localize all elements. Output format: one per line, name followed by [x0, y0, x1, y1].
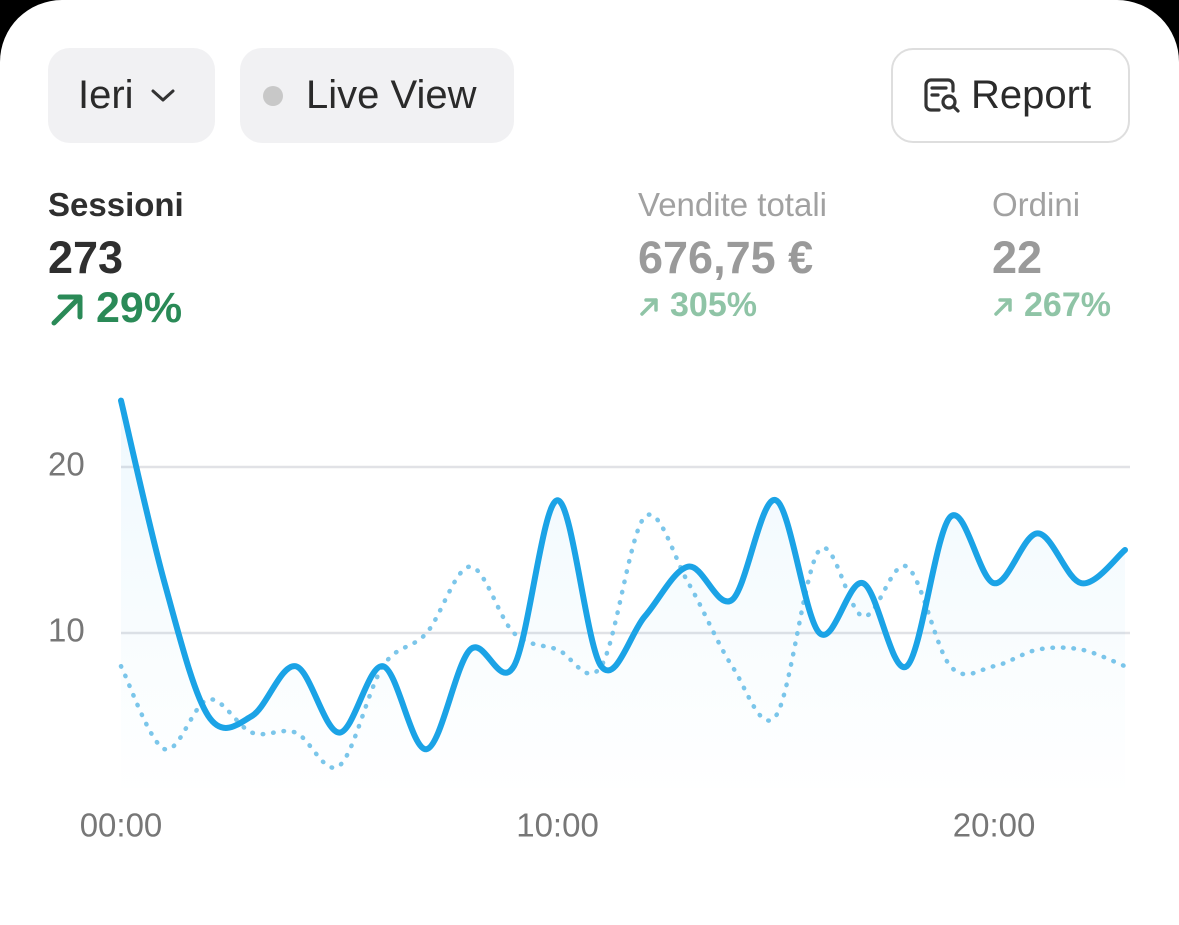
metric-value: 22 [992, 232, 1043, 283]
date-range-button[interactable]: Ieri [48, 48, 215, 143]
metric-sales[interactable]: Vendite totali 676,75 € 305% [638, 186, 827, 325]
metric-change: 305% [638, 286, 827, 325]
date-range-label: Ieri [78, 73, 134, 117]
metric-change: 267% [992, 286, 1111, 325]
metric-label: Ordini [992, 186, 1081, 223]
metric-change-value: 267% [1024, 286, 1111, 324]
series-line [118, 397, 1128, 753]
metric-label: Sessioni [48, 186, 184, 223]
status-dot [263, 85, 283, 106]
chevron-icon [151, 89, 175, 101]
metric-value: 676,75 € [638, 232, 814, 283]
report-icon [924, 77, 960, 113]
series-line [118, 512, 1128, 770]
trend-arrow [51, 294, 83, 325]
trend-arrow [640, 297, 658, 316]
metric-change-value: 305% [670, 286, 757, 324]
x-tick-label: 10:00 [516, 807, 599, 844]
metric-change: 29% [48, 284, 184, 333]
trend-arrow [994, 297, 1012, 316]
metric-change-value: 29% [96, 284, 183, 332]
live-view-button[interactable]: Live View [240, 48, 514, 143]
live-view-label: Live View [306, 73, 477, 117]
metric-sessions[interactable]: Sessioni 273 29% [48, 186, 184, 333]
x-tick-label: 20:00 [953, 807, 1036, 844]
metric-orders[interactable]: Ordini 22 267% [992, 186, 1111, 325]
y-tick-label: 20 [48, 446, 85, 483]
y-tick-label: 10 [48, 612, 85, 649]
metric-value: 273 [48, 232, 124, 283]
area [121, 400, 1125, 799]
x-tick-label: 00:00 [80, 807, 163, 844]
metric-label: Vendite totali [638, 186, 827, 223]
report-button[interactable]: Report [891, 48, 1130, 143]
report-label: Report [971, 73, 1092, 117]
